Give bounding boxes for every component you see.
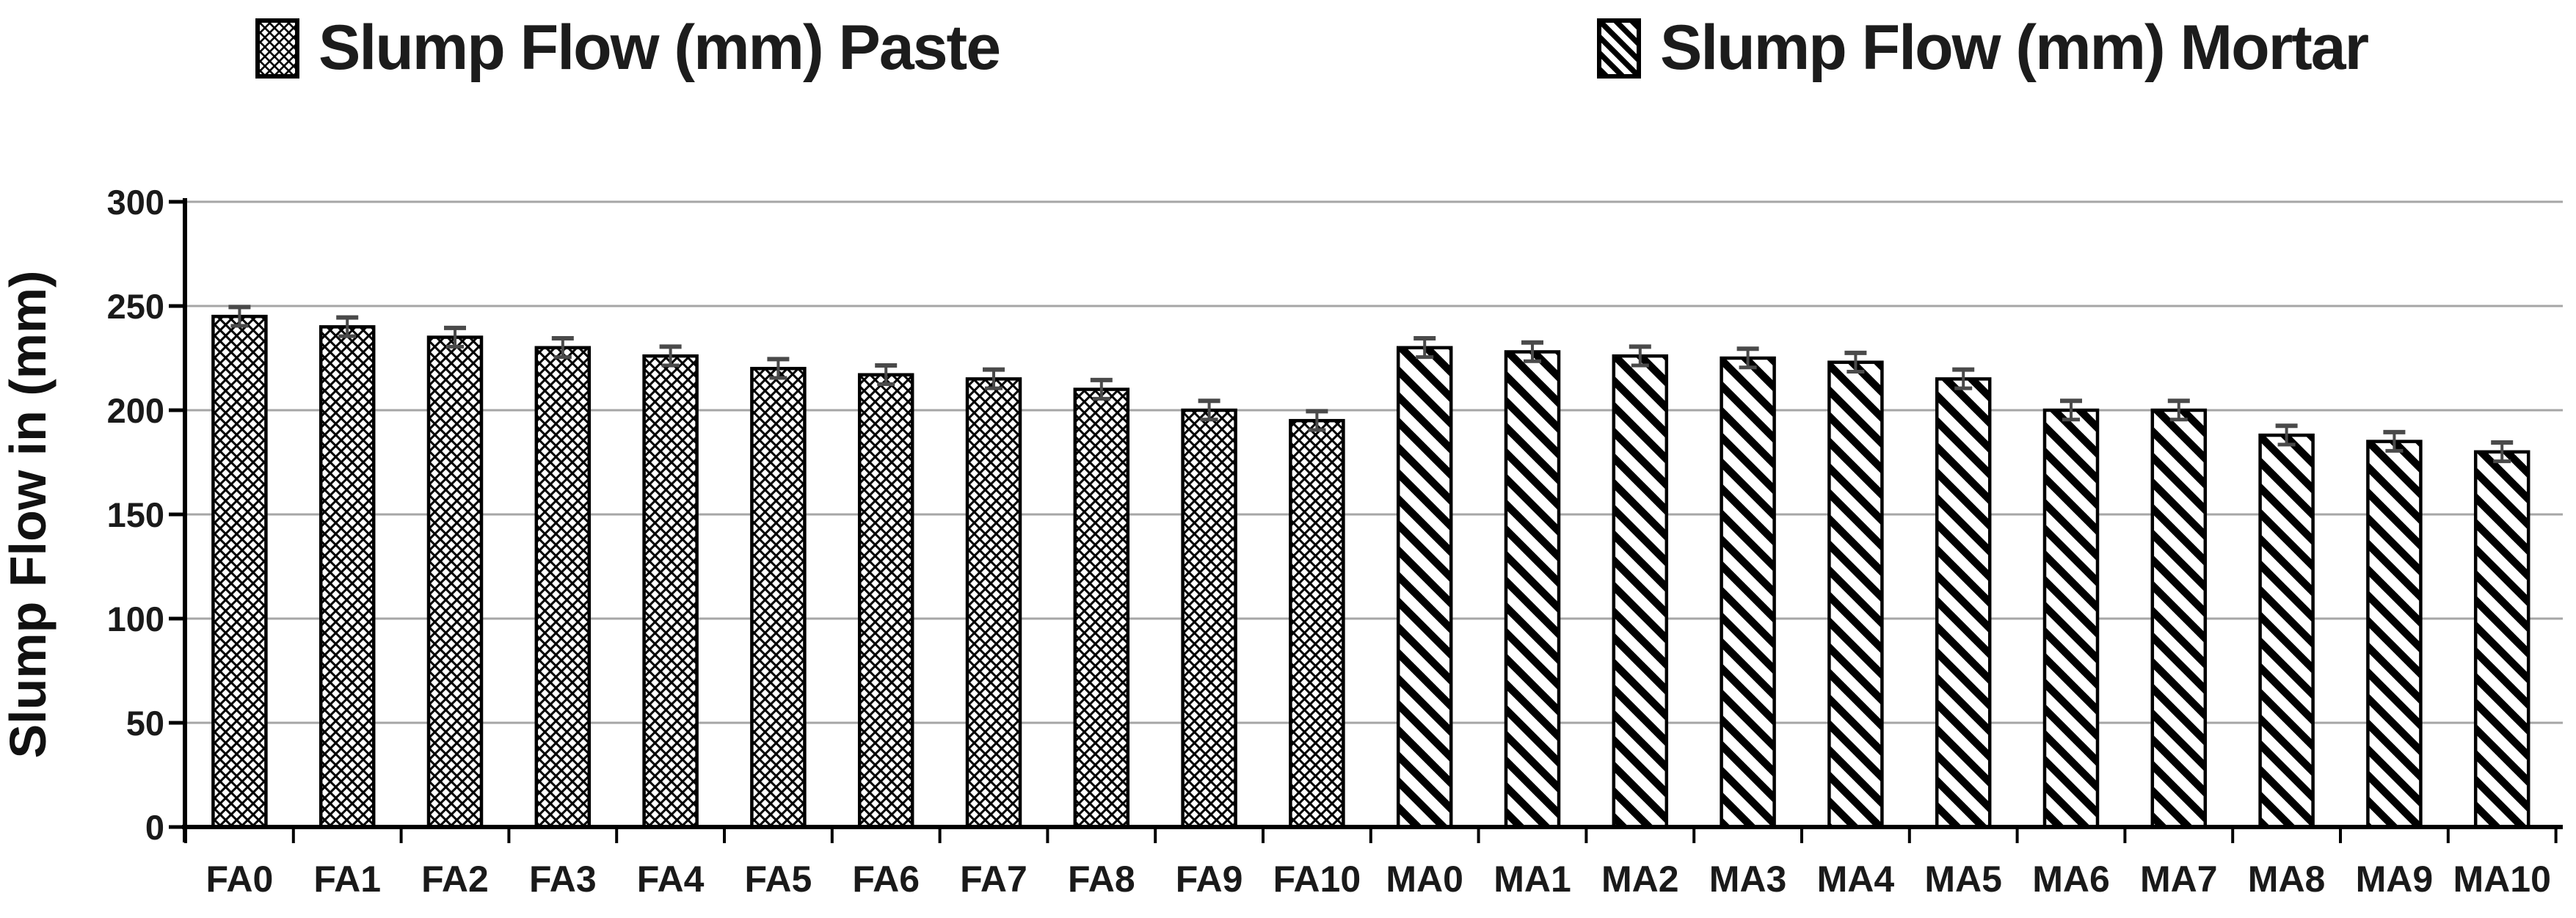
bar-MA8 <box>2258 433 2315 829</box>
bar-MA4 <box>1827 360 1884 829</box>
bar-FA9 <box>1181 408 1237 829</box>
y-tick-label-200: 200 <box>107 391 164 430</box>
bar-FA3 <box>534 346 592 829</box>
bar-MA9 <box>2366 440 2423 829</box>
x-label-MA5: MA5 <box>1924 859 2002 900</box>
bar-FA8 <box>1073 387 1130 829</box>
y-tick-label-100: 100 <box>107 600 164 638</box>
x-label-MA8: MA8 <box>2248 859 2326 900</box>
bar-FA5 <box>750 366 807 829</box>
x-label-MA7: MA7 <box>2140 859 2218 900</box>
bar-FA2 <box>426 335 484 829</box>
x-label-MA2: MA2 <box>1601 859 1679 900</box>
x-label-MA6: MA6 <box>2032 859 2110 900</box>
x-label-MA0: MA0 <box>1386 859 1463 900</box>
bar-MA1 <box>1504 350 1561 829</box>
bar-FA10 <box>1289 418 1345 829</box>
bar-FA0 <box>211 314 268 829</box>
bar-FA1 <box>319 325 376 829</box>
legend-swatch-mortar-icon <box>1597 18 1641 79</box>
legend-item-paste: Slump Flow (mm) Paste <box>255 12 1001 84</box>
x-label-MA1: MA1 <box>1493 859 1571 900</box>
y-tick-label-50: 50 <box>126 704 164 743</box>
x-label-MA9: MA9 <box>2356 859 2434 900</box>
bar-FA4 <box>642 354 699 829</box>
x-label-FA8: FA8 <box>1068 859 1135 900</box>
x-label-MA4: MA4 <box>1817 859 1895 900</box>
bar-FA6 <box>857 373 914 829</box>
y-tick-label-0: 0 <box>145 808 164 847</box>
bar-MA7 <box>2150 408 2208 829</box>
x-label-MA3: MA3 <box>1709 859 1787 900</box>
bar-FA7 <box>965 377 1022 829</box>
x-label-FA1: FA1 <box>313 859 381 900</box>
bar-MA10 <box>2473 450 2530 829</box>
x-label-FA6: FA6 <box>852 859 920 900</box>
x-label-FA3: FA3 <box>529 859 597 900</box>
y-tick-label-150: 150 <box>107 495 164 534</box>
x-label-FA4: FA4 <box>637 859 705 900</box>
y-axis-title: Slump Flow in (mm) <box>0 271 57 759</box>
bar-MA5 <box>1935 377 1992 829</box>
legend-label-mortar: Slump Flow (mm) Mortar <box>1660 12 2369 83</box>
x-label-FA7: FA7 <box>960 859 1027 900</box>
bar-MA0 <box>1396 346 1453 829</box>
x-label-FA10: FA10 <box>1273 859 1361 900</box>
x-label-MA10: MA10 <box>2453 859 2551 900</box>
y-tick-label-300: 300 <box>107 183 164 222</box>
x-label-FA0: FA0 <box>206 859 274 900</box>
legend-item-mortar: Slump Flow (mm) Mortar <box>1597 12 2369 84</box>
bar-MA6 <box>2042 408 2100 829</box>
x-label-FA2: FA2 <box>421 859 489 900</box>
legend-label-paste: Slump Flow (mm) Paste <box>319 12 1001 83</box>
plot-area: 0 50 100 150 200 250 300 FA0 FA1 FA2 FA3 FA4 FA5 FA6 F… <box>107 183 2563 900</box>
x-label-FA5: FA5 <box>745 859 812 900</box>
legend-swatch-paste-icon <box>255 18 299 79</box>
bar-MA3 <box>1720 356 1776 829</box>
y-tick-label-250: 250 <box>107 287 164 326</box>
x-label-FA9: FA9 <box>1176 859 1243 900</box>
bar-MA2 <box>1612 354 1669 829</box>
